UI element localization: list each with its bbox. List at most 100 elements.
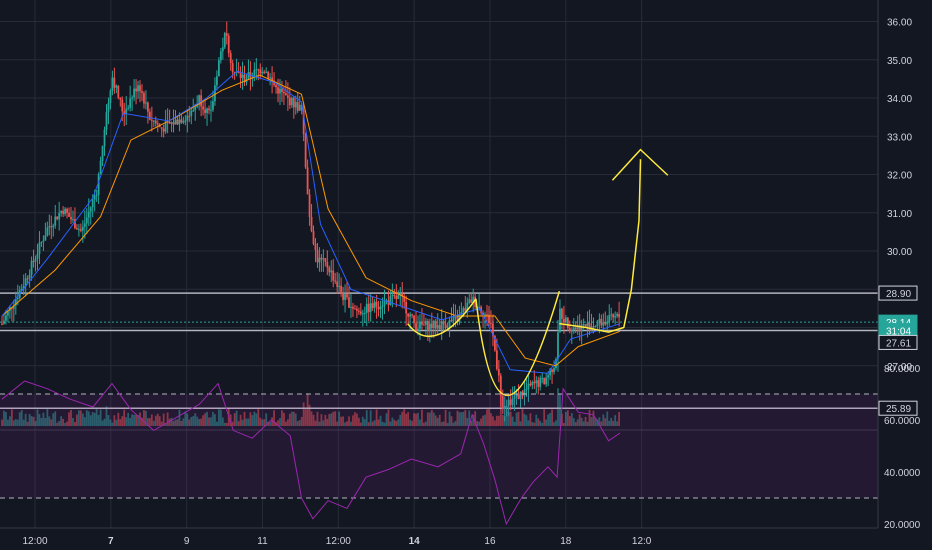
candle-body	[442, 321, 445, 325]
candle-body	[602, 322, 605, 326]
volume-bar	[466, 417, 469, 426]
candle-body	[541, 377, 544, 379]
volume-bar	[1, 419, 3, 426]
volume-bar	[379, 415, 382, 426]
candle-body	[456, 316, 459, 322]
volume-bar	[243, 411, 246, 426]
volume-bar	[131, 414, 134, 426]
projection-arrow-shaft[interactable]	[559, 159, 642, 333]
candle-body	[582, 324, 585, 326]
candle-body	[363, 312, 366, 314]
candle-body	[286, 95, 289, 98]
volume-bar	[515, 412, 518, 426]
volume-bar	[166, 412, 169, 426]
candle-body	[330, 270, 333, 273]
candle-body	[450, 320, 453, 322]
candle-body	[16, 297, 19, 299]
drawing-layer[interactable]	[407, 148, 669, 397]
volume-bar	[129, 418, 132, 426]
volume-bar	[395, 421, 398, 426]
volume-bar	[482, 415, 484, 426]
volume-bar	[117, 412, 120, 426]
volume-bar	[56, 422, 59, 426]
candle-body	[505, 405, 508, 407]
volume-bar	[214, 414, 216, 426]
volume-bar	[231, 421, 234, 426]
candle-body	[131, 97, 134, 99]
volume-bar	[614, 415, 617, 426]
volume-bar	[572, 418, 575, 426]
candle-body	[312, 231, 315, 244]
rsi-pane[interactable]	[0, 380, 878, 526]
candle-body	[326, 261, 329, 268]
volume-bar	[68, 412, 70, 426]
volume-bar	[476, 420, 479, 426]
volume-bar	[111, 422, 114, 426]
volume-bar	[363, 419, 366, 426]
volume-bar	[283, 412, 285, 426]
volume-bar	[533, 422, 536, 426]
volume-bar	[421, 409, 423, 426]
time-tick-label: 16	[484, 536, 496, 547]
candle-body	[342, 293, 344, 300]
volume-bar	[235, 410, 238, 426]
volume-bar	[354, 412, 356, 426]
candle-body	[48, 226, 51, 228]
volume-bar	[369, 410, 372, 426]
candle-body	[490, 323, 492, 325]
candle-body	[168, 121, 171, 124]
volume-bar	[125, 417, 128, 426]
candle-body	[52, 225, 55, 228]
candle-body	[162, 128, 165, 132]
levels-layer	[0, 292, 878, 409]
volume-bar	[38, 414, 41, 426]
cup-curve[interactable]	[475, 290, 561, 397]
candle-body	[604, 322, 607, 325]
candle-body	[184, 120, 187, 122]
candle-body	[267, 71, 270, 79]
candle-body	[537, 380, 540, 387]
candle-body	[253, 69, 256, 78]
time-axis[interactable]: 12:00 7 9 11 12:00 14 16 18 12:0	[0, 527, 878, 547]
volume-bar	[456, 410, 459, 426]
candle-body	[5, 315, 7, 321]
volume-bar	[543, 409, 546, 426]
ema-fast-line	[1, 70, 621, 374]
candle-body	[164, 121, 167, 132]
volume-bar	[401, 411, 404, 426]
candle-body	[499, 375, 502, 397]
volume-bar	[604, 418, 607, 426]
candle-body	[148, 111, 151, 120]
candle-body	[133, 88, 135, 98]
candle-body	[20, 288, 23, 291]
volume-bar	[407, 412, 410, 426]
volume-bar	[326, 418, 329, 426]
candle-body	[507, 399, 510, 406]
volume-bar	[64, 422, 66, 426]
volume-bar	[387, 409, 390, 426]
volume-bar	[54, 411, 57, 426]
volume-bar	[89, 415, 92, 426]
candle-body	[535, 380, 538, 384]
volume-bar	[432, 412, 435, 426]
candle-body	[517, 393, 520, 400]
candle-body	[263, 71, 266, 73]
volume-bar	[484, 414, 486, 426]
volume-bar	[237, 421, 240, 426]
volume-bar	[85, 410, 88, 426]
volume-bar	[123, 409, 126, 426]
candle-body	[452, 316, 455, 321]
volume-bar	[610, 417, 613, 426]
volume-bar	[570, 413, 573, 426]
projection-arrow-head[interactable]	[611, 148, 669, 181]
price-tick-label: 31.00	[887, 209, 912, 220]
volume-bar	[454, 420, 457, 426]
candle-body	[513, 396, 516, 399]
candle-body	[365, 303, 368, 313]
volume-bar	[81, 413, 84, 426]
handle-curve-1[interactable]	[407, 298, 477, 338]
price-axis[interactable]: 36.00 35.00 34.00 33.00 32.00 31.00 30.00 27.00…	[877, 0, 921, 531]
volume-bar	[304, 409, 307, 426]
